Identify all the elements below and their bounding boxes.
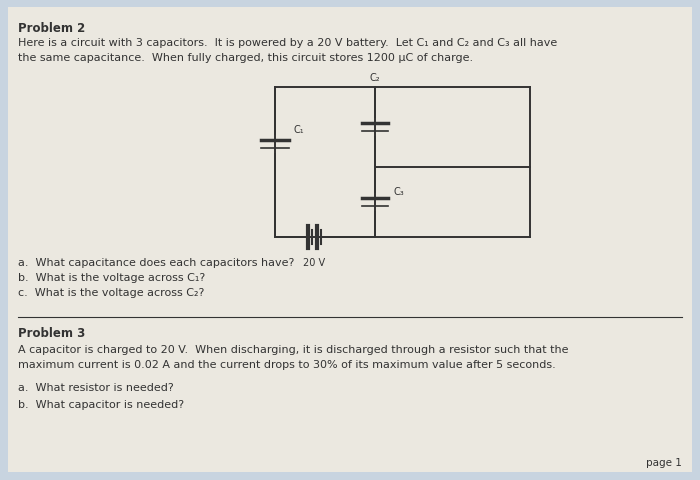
Text: C₃: C₃ bbox=[393, 187, 404, 197]
Text: page 1: page 1 bbox=[646, 457, 682, 467]
Text: Here is a circuit with 3 capacitors.  It is powered by a 20 V battery.  Let C₁ a: Here is a circuit with 3 capacitors. It … bbox=[18, 38, 557, 48]
Text: the same capacitance.  When fully charged, this circuit stores 1200 μC of charge: the same capacitance. When fully charged… bbox=[18, 53, 473, 63]
Text: b.  What is the voltage across C₁?: b. What is the voltage across C₁? bbox=[18, 273, 205, 282]
Text: maximum current is 0.02 A and the current drops to 30% of its maximum value afte: maximum current is 0.02 A and the curren… bbox=[18, 359, 556, 369]
Text: Problem 3: Problem 3 bbox=[18, 326, 85, 339]
Text: b.  What capacitor is needed?: b. What capacitor is needed? bbox=[18, 399, 184, 409]
Text: a.  What capacitance does each capacitors have?: a. What capacitance does each capacitors… bbox=[18, 257, 295, 267]
Text: c.  What is the voltage across C₂?: c. What is the voltage across C₂? bbox=[18, 288, 204, 298]
Text: C₁: C₁ bbox=[293, 125, 304, 135]
Text: a.  What resistor is needed?: a. What resistor is needed? bbox=[18, 382, 174, 392]
Text: 20 V: 20 V bbox=[303, 257, 325, 267]
Text: A capacitor is charged to 20 V.  When discharging, it is discharged through a re: A capacitor is charged to 20 V. When dis… bbox=[18, 344, 568, 354]
Text: C₂: C₂ bbox=[370, 73, 380, 83]
Text: Problem 2: Problem 2 bbox=[18, 22, 85, 35]
